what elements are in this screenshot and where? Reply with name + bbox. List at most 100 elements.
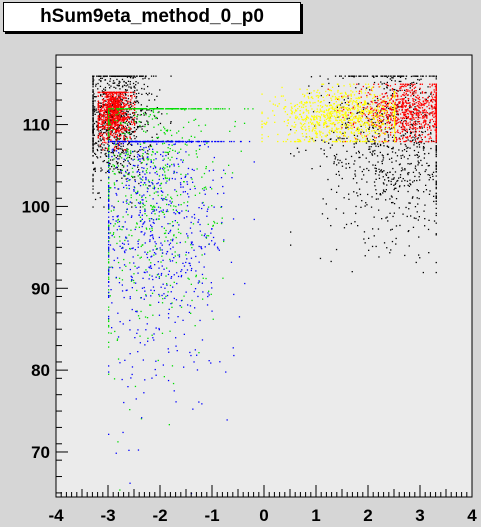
data-point (92, 106, 94, 108)
data-point (426, 112, 428, 114)
data-point (408, 128, 411, 130)
data-point (389, 78, 391, 80)
data-point (103, 132, 105, 134)
data-point (423, 153, 426, 155)
data-point (261, 112, 263, 115)
data-point (354, 122, 356, 124)
data-point (330, 97, 332, 99)
data-point (391, 157, 393, 159)
data-point (355, 122, 357, 124)
data-point (120, 135, 122, 137)
data-point (176, 242, 178, 244)
data-point (364, 108, 367, 111)
data-point (353, 113, 355, 115)
data-point (138, 226, 140, 228)
data-point (419, 127, 422, 129)
data-point (347, 136, 350, 138)
data-point (109, 113, 112, 115)
data-point (116, 84, 118, 86)
data-point (394, 108, 396, 110)
data-point (118, 126, 120, 128)
data-point (110, 99, 113, 101)
data-point (432, 106, 434, 108)
data-point (432, 101, 434, 103)
data-point (353, 108, 356, 111)
data-point (331, 129, 333, 131)
data-point (157, 124, 160, 126)
data-point (413, 101, 415, 103)
data-point (310, 119, 312, 121)
data-point (413, 142, 415, 144)
data-point (385, 104, 388, 106)
data-point (332, 107, 334, 110)
data-point (405, 136, 407, 138)
data-point (172, 209, 174, 211)
data-point (105, 142, 107, 144)
data-point (435, 111, 437, 113)
data-point (434, 115, 436, 117)
data-point (350, 90, 352, 92)
data-point (397, 114, 399, 116)
data-point (309, 121, 312, 123)
data-point (396, 131, 398, 133)
data-point (347, 97, 349, 99)
data-point (362, 130, 364, 132)
data-point (308, 112, 310, 114)
data-point (116, 114, 118, 116)
data-point (403, 117, 406, 119)
data-point (394, 138, 396, 140)
data-point (407, 172, 409, 174)
data-point (109, 75, 111, 77)
data-point (371, 75, 374, 77)
data-point (118, 147, 120, 149)
data-point (435, 84, 437, 87)
data-point (126, 136, 128, 138)
data-point (328, 108, 330, 110)
data-point (108, 110, 110, 112)
data-point (126, 148, 128, 150)
data-point (146, 130, 148, 132)
data-point (316, 117, 318, 119)
data-point (348, 119, 350, 122)
data-point (285, 106, 287, 108)
data-point (125, 129, 127, 131)
data-point (418, 110, 420, 112)
data-point (348, 124, 350, 127)
data-point (321, 85, 323, 87)
data-point (94, 152, 96, 155)
data-point (384, 140, 386, 143)
data-point (110, 114, 112, 116)
data-point (107, 104, 109, 106)
data-point (339, 75, 341, 77)
data-point (111, 97, 114, 99)
data-point (296, 116, 299, 118)
data-point (434, 99, 436, 101)
data-point (302, 128, 304, 130)
data-point (369, 111, 371, 113)
data-point (125, 135, 127, 138)
data-point (104, 153, 106, 155)
data-point (403, 129, 405, 131)
data-point (391, 240, 394, 243)
data-point (103, 101, 105, 103)
data-point (334, 75, 337, 77)
data-point (401, 130, 404, 132)
data-point (375, 102, 377, 104)
data-point (118, 97, 120, 99)
data-point (432, 178, 434, 181)
data-point (395, 137, 397, 139)
data-point (327, 112, 329, 114)
data-point (272, 103, 274, 105)
data-point (333, 131, 335, 134)
data-point (339, 110, 341, 112)
data-point (122, 124, 124, 127)
data-point (378, 177, 381, 179)
data-point (383, 190, 385, 192)
data-point (330, 115, 332, 117)
data-point (206, 142, 208, 144)
data-point (316, 134, 318, 136)
data-point (383, 242, 386, 244)
data-point (401, 101, 404, 104)
data-point (330, 138, 332, 140)
data-point (386, 172, 389, 174)
